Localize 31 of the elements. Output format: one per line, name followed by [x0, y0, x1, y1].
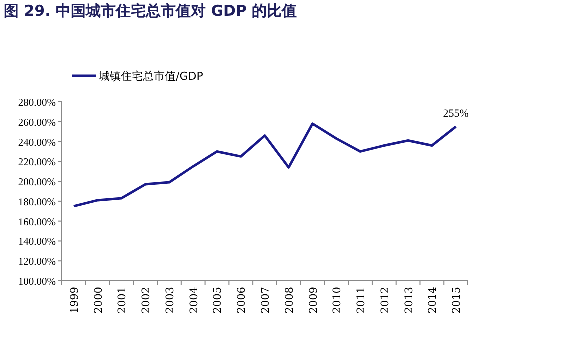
y-tick-label: 220.00% — [18, 158, 56, 169]
x-tick-label: 2006 — [236, 286, 248, 314]
x-tick-label: 2011 — [356, 287, 368, 314]
line-series — [72, 122, 458, 208]
y-tick-label: 260.00% — [18, 118, 56, 129]
x-tick-label: 2009 — [308, 287, 320, 314]
y-tick-label: 280.00% — [18, 98, 56, 109]
y-tick-label: 120.00% — [18, 257, 56, 268]
x-tick-label: 2013 — [403, 287, 416, 314]
x-tick-label: 2003 — [164, 287, 176, 314]
y-tick-label: 240.00% — [18, 138, 56, 149]
x-tick-label: 2002 — [140, 287, 153, 314]
x-tick-label: 2004 — [188, 286, 200, 314]
x-tick-label: 2012 — [379, 287, 392, 314]
y-tick-label: 140.00% — [18, 237, 56, 248]
x-tick-label: 2010 — [332, 287, 344, 314]
x-tick-label: 2001 — [116, 287, 129, 314]
y-tick-label: 180.00% — [18, 197, 56, 208]
x-tick-label: 2015 — [451, 287, 464, 314]
x-tick-label: 1999 — [68, 287, 81, 314]
x-tick-label: 2008 — [284, 287, 296, 314]
chart-title: 图 29. 中国城市住宅总市值对 GDP 的比值 — [4, 2, 298, 20]
y-tick-label: 160.00% — [18, 217, 56, 228]
x-tick-label: 2005 — [212, 287, 224, 314]
y-tick-label: 200.00% — [18, 178, 56, 189]
y-tick-label: 100.00% — [18, 277, 56, 288]
legend-label: 城镇住宅总市值/GDP — [98, 70, 204, 83]
annotation: 255% — [443, 108, 469, 120]
x-tick-label: 2007 — [260, 287, 272, 314]
x-tick-label: 2014 — [427, 286, 440, 314]
x-tick-label: 2000 — [92, 287, 105, 314]
